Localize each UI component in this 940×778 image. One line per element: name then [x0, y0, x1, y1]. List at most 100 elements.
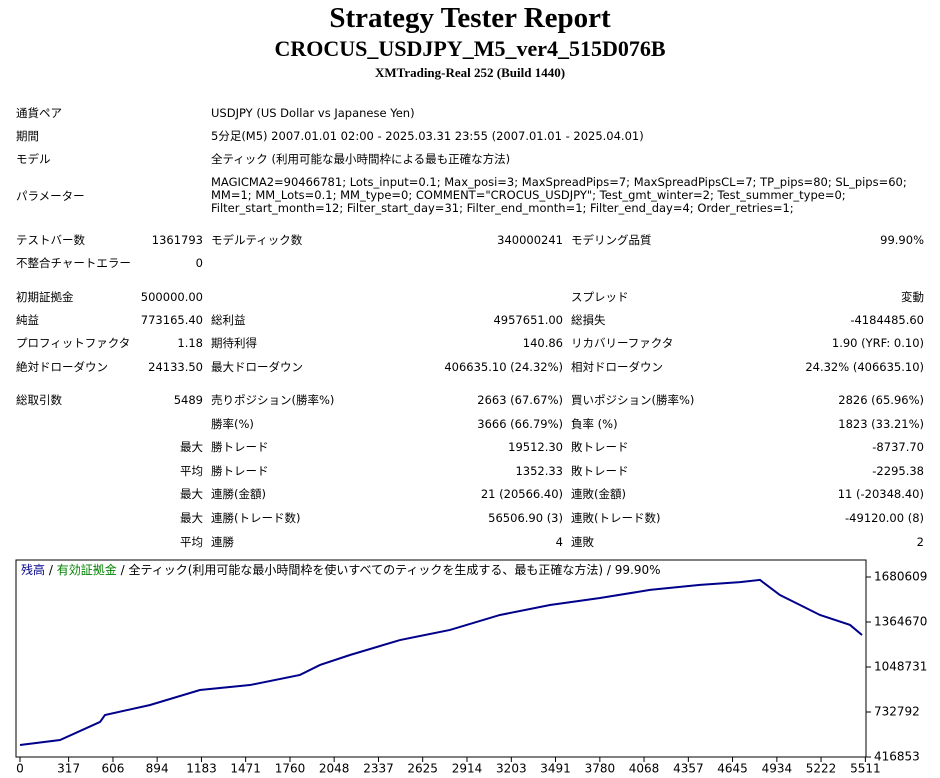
- x-tick-label: 1471: [230, 762, 261, 776]
- stat-value: 1361793: [151, 233, 203, 247]
- stat-label: スプレッド: [571, 290, 629, 304]
- stat-value: 変動: [901, 290, 924, 304]
- info-value: 全ティック (利用可能な最小時間枠による最も正確な方法): [211, 152, 511, 166]
- stat-value: 3666 (66.79%): [477, 417, 563, 431]
- x-tick-label: 3203: [496, 762, 527, 776]
- stat-value: 773165.40: [140, 313, 203, 327]
- stat-label: 売りポジション(勝率%): [211, 393, 335, 407]
- chart-frame: [15, 559, 867, 758]
- info-label: 期間: [16, 129, 39, 143]
- stat-label: リカバリーファクタ: [571, 336, 674, 350]
- info-label: 通貨ペア: [16, 106, 62, 120]
- x-tick-label: 2914: [452, 762, 483, 776]
- stat-value: 1352.33: [515, 464, 563, 478]
- stat-label: 絶対ドローダウン: [16, 360, 108, 374]
- legend-separator: /: [49, 563, 54, 577]
- legend-balance: 残高: [21, 562, 45, 577]
- stat-value: -4184485.60: [850, 313, 924, 327]
- stat-value: 平均: [180, 464, 203, 478]
- stat-value: -2295.38: [872, 464, 924, 478]
- stat-value: 5489: [173, 393, 203, 407]
- info-value: MAGICMA2=90466781; Lots_input=0.1; Max_p…: [211, 175, 907, 215]
- x-tick-label: 894: [146, 762, 169, 776]
- y-tick-label: 732792: [874, 705, 920, 719]
- stat-label: 初期証拠金: [16, 290, 74, 304]
- stat-value: 1.18: [177, 336, 203, 350]
- stat-value: 2663 (67.67%): [477, 393, 563, 407]
- stat-value: 1823 (33.21%): [838, 417, 924, 431]
- stat-label: 連敗: [571, 535, 594, 549]
- stat-label: 連勝(金額): [211, 487, 266, 501]
- x-tick-label: 606: [102, 762, 125, 776]
- x-tick-label: 5511: [850, 762, 881, 776]
- x-tick-label: 4934: [762, 762, 793, 776]
- stat-value: 21 (20566.40): [480, 487, 563, 501]
- stat-value: 1.90 (YRF: 0.10): [831, 336, 924, 350]
- stat-label: モデリング品質: [571, 233, 652, 247]
- stat-value: 平均: [180, 535, 203, 549]
- legend-separator: /: [607, 563, 612, 577]
- y-tick-label: 1048731: [874, 660, 927, 674]
- stat-value: -8737.70: [872, 440, 924, 454]
- build-info: XMTrading-Real 252 (Build 1440): [374, 65, 566, 80]
- stat-label: 敗トレード: [571, 440, 629, 454]
- x-tick-label: 3780: [585, 762, 616, 776]
- stat-value: 140.86: [522, 336, 563, 350]
- stat-label: 連勝: [211, 535, 234, 549]
- x-tick-label: 5222: [806, 762, 837, 776]
- x-tick-label: 317: [57, 762, 80, 776]
- stat-label: 相対ドローダウン: [571, 360, 663, 374]
- stat-value: 最大: [180, 440, 203, 454]
- x-tick-label: 1183: [186, 762, 217, 776]
- stat-label: 連勝(トレード数): [211, 511, 301, 525]
- x-tick-label: 4068: [629, 762, 660, 776]
- stat-label: 期待利得: [211, 336, 257, 350]
- y-tick-label: 1680609: [874, 570, 927, 584]
- stat-value: 24133.50: [148, 360, 203, 374]
- x-tick-label: 0: [16, 762, 24, 776]
- stat-value: 最大: [180, 511, 203, 525]
- stat-value: -49120.00 (8): [845, 511, 924, 525]
- x-tick-label: 4645: [717, 762, 748, 776]
- balance-line: [19, 578, 863, 747]
- info-value: 5分足(M5) 2007.01.01 02:00 - 2025.03.31 23…: [211, 129, 644, 143]
- info-value: USDJPY (US Dollar vs Japanese Yen): [211, 106, 415, 120]
- stat-label: テストバー数: [16, 233, 85, 247]
- x-tick-label: 4357: [673, 762, 704, 776]
- report-subtitle: CROCUS_USDJPY_M5_ver4_515D076B: [274, 36, 666, 61]
- stat-value: 2: [916, 535, 924, 549]
- stat-value: 最大: [180, 487, 203, 501]
- stat-value: 19512.30: [508, 440, 563, 454]
- stat-value: 4: [555, 535, 563, 549]
- x-tick-label: 3491: [540, 762, 571, 776]
- stat-label: 勝トレード: [211, 464, 269, 478]
- stat-value: 24.32% (406635.10): [805, 360, 924, 374]
- x-tick-label: 2337: [363, 762, 394, 776]
- stat-label: 勝トレード: [211, 440, 269, 454]
- report-title: Strategy Tester Report: [329, 2, 611, 34]
- legend: 残高 / 有効証拠金 / 全ティック(利用可能な最小時間枠を使いすべてのティック…: [21, 562, 661, 577]
- stat-value: 2826 (65.96%): [838, 393, 924, 407]
- stat-value: 406635.10 (24.32%): [444, 360, 563, 374]
- stat-label: 敗トレード: [571, 464, 629, 478]
- y-tick-label: 416853: [874, 750, 920, 764]
- stat-value: 500000.00: [140, 290, 203, 304]
- stat-label: 総損失: [571, 313, 606, 327]
- stat-label: 連敗(トレード数): [571, 511, 661, 525]
- stat-value: 340000241: [497, 233, 563, 247]
- x-tick-label: 2625: [407, 762, 438, 776]
- info-label: モデル: [16, 152, 51, 166]
- x-tick-label: 2048: [319, 762, 350, 776]
- stat-label: 連敗(金額): [571, 487, 626, 501]
- stat-label: 買いポジション(勝率%): [571, 393, 695, 407]
- stat-label: プロフィットファクタ: [16, 336, 131, 350]
- stat-label: 最大ドローダウン: [211, 360, 303, 374]
- stat-label: 勝率(%): [211, 417, 254, 431]
- stat-label: 純益: [16, 313, 39, 327]
- stat-value: 4957651.00: [493, 313, 563, 327]
- legend-separator: /: [121, 563, 126, 577]
- stat-label: 負率 (%): [571, 417, 618, 431]
- balance-chart: 416853 732792 1048731 1364670 1680609 0 317 606…: [15, 559, 927, 776]
- stat-label: 総取引数: [16, 393, 62, 407]
- stat-value: 0: [195, 256, 203, 270]
